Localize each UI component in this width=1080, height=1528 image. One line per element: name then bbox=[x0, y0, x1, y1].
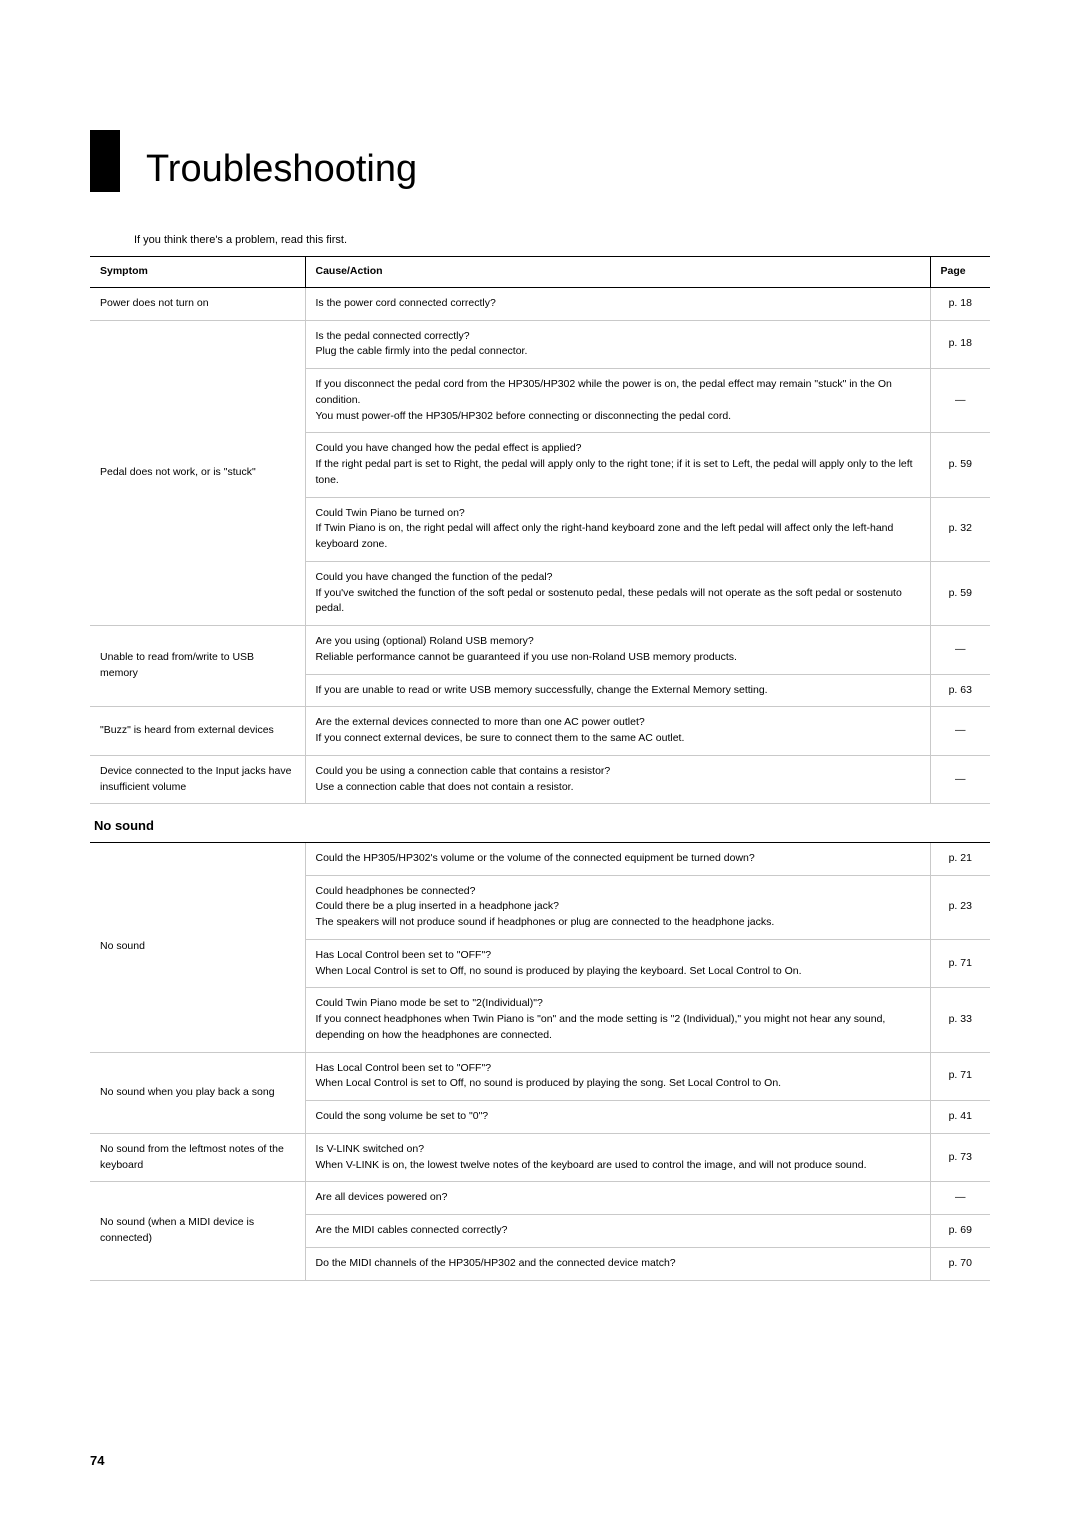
cause-cell: Could the song volume be set to "0"? bbox=[305, 1101, 930, 1134]
page-cell: p. 70 bbox=[930, 1247, 990, 1280]
table-row: Pedal does not work, or is "stuck"Is the… bbox=[90, 320, 990, 369]
table-row: No sound when you play back a songHas Lo… bbox=[90, 1052, 990, 1101]
symptom-cell: Device connected to the Input jacks have… bbox=[90, 755, 305, 804]
table-row: Unable to read from/write to USB memoryA… bbox=[90, 626, 990, 675]
symptom-cell: Unable to read from/write to USB memory bbox=[90, 626, 305, 707]
page-cell: p. 63 bbox=[930, 674, 990, 707]
cause-cell: Is the power cord connected correctly? bbox=[305, 287, 930, 320]
cause-cell: Could you be using a connection cable th… bbox=[305, 755, 930, 804]
cause-cell: Could Twin Piano mode be set to "2(Indiv… bbox=[305, 988, 930, 1052]
header-cause: Cause/Action bbox=[305, 257, 930, 288]
table-header-row: Symptom Cause/Action Page bbox=[90, 257, 990, 288]
table-row: "Buzz" is heard from external devicesAre… bbox=[90, 707, 990, 756]
page-cell: p. 59 bbox=[930, 561, 990, 625]
page-number: 74 bbox=[90, 1453, 104, 1468]
symptom-cell: No sound bbox=[90, 842, 305, 1052]
title-accent-bar bbox=[90, 130, 120, 192]
symptom-cell: "Buzz" is heard from external devices bbox=[90, 707, 305, 756]
section-row-no-sound: No sound bbox=[90, 804, 990, 843]
page-cell: p. 59 bbox=[930, 433, 990, 497]
cause-cell: Are all devices powered on? bbox=[305, 1182, 930, 1215]
cause-cell: Do the MIDI channels of the HP305/HP302 … bbox=[305, 1247, 930, 1280]
symptom-cell: Pedal does not work, or is "stuck" bbox=[90, 320, 305, 626]
table-row: Device connected to the Input jacks have… bbox=[90, 755, 990, 804]
header-symptom: Symptom bbox=[90, 257, 305, 288]
cause-cell: Could headphones be connected?Could ther… bbox=[305, 875, 930, 939]
header-page: Page bbox=[930, 257, 990, 288]
page-cell: p. 71 bbox=[930, 939, 990, 988]
cause-cell: If you disconnect the pedal cord from th… bbox=[305, 369, 930, 433]
cause-cell: Has Local Control been set to "OFF"?When… bbox=[305, 1052, 930, 1101]
page-title: Troubleshooting bbox=[146, 150, 417, 192]
page-cell: — bbox=[930, 369, 990, 433]
page-cell: p. 41 bbox=[930, 1101, 990, 1134]
symptom-cell: No sound (when a MIDI device is connecte… bbox=[90, 1182, 305, 1280]
table-row: No sound (when a MIDI device is connecte… bbox=[90, 1182, 990, 1215]
page-cell: p. 69 bbox=[930, 1215, 990, 1248]
section-heading: No sound bbox=[90, 804, 990, 842]
symptom-cell: Power does not turn on bbox=[90, 287, 305, 320]
cause-cell: Could Twin Piano be turned on?If Twin Pi… bbox=[305, 497, 930, 561]
cause-cell: Could you have changed the function of t… bbox=[305, 561, 930, 625]
page-cell: p. 18 bbox=[930, 287, 990, 320]
table-row: Power does not turn onIs the power cord … bbox=[90, 287, 990, 320]
page-cell: p. 33 bbox=[930, 988, 990, 1052]
page-cell: p. 71 bbox=[930, 1052, 990, 1101]
page-cell: p. 32 bbox=[930, 497, 990, 561]
cause-cell: Has Local Control been set to "OFF"?When… bbox=[305, 939, 930, 988]
page-cell: p. 21 bbox=[930, 842, 990, 875]
cause-cell: Are you using (optional) Roland USB memo… bbox=[305, 626, 930, 675]
page-cell: — bbox=[930, 755, 990, 804]
cause-cell: Is V-LINK switched on?When V-LINK is on,… bbox=[305, 1133, 930, 1182]
cause-cell: Is the pedal connected correctly?Plug th… bbox=[305, 320, 930, 369]
page-cell: — bbox=[930, 626, 990, 675]
symptom-cell: No sound when you play back a song bbox=[90, 1052, 305, 1133]
intro-text: If you think there's a problem, read thi… bbox=[134, 234, 990, 246]
table-row: No sound from the leftmost notes of the … bbox=[90, 1133, 990, 1182]
cause-cell: Could you have changed how the pedal eff… bbox=[305, 433, 930, 497]
cause-cell: Could the HP305/HP302's volume or the vo… bbox=[305, 842, 930, 875]
symptom-cell: No sound from the leftmost notes of the … bbox=[90, 1133, 305, 1182]
title-block: Troubleshooting bbox=[90, 130, 990, 192]
page-cell: p. 73 bbox=[930, 1133, 990, 1182]
cause-cell: If you are unable to read or write USB m… bbox=[305, 674, 930, 707]
cause-cell: Are the MIDI cables connected correctly? bbox=[305, 1215, 930, 1248]
cause-cell: Are the external devices connected to mo… bbox=[305, 707, 930, 756]
page-cell: — bbox=[930, 1182, 990, 1215]
page-cell: p. 18 bbox=[930, 320, 990, 369]
page-cell: — bbox=[930, 707, 990, 756]
troubleshooting-table: Symptom Cause/Action Page Power does not… bbox=[90, 256, 990, 1281]
page-cell: p. 23 bbox=[930, 875, 990, 939]
table-row: No soundCould the HP305/HP302's volume o… bbox=[90, 842, 990, 875]
